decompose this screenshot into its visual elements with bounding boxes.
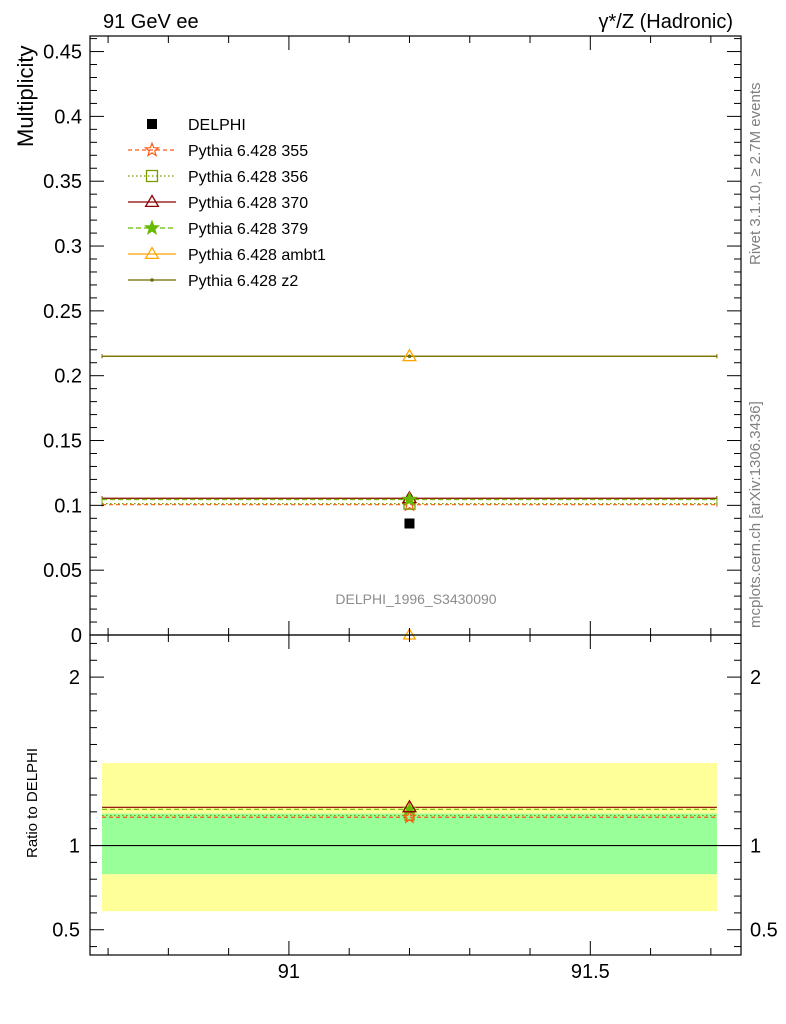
x-ticks: 91 91.5 [107, 635, 712, 983]
legend-label-5: Pythia 6.428 ambt1 [188, 247, 326, 264]
main-y-tick-label: 0.45 [43, 42, 82, 64]
legend-marker-1 [143, 141, 161, 157]
ratio-y-tick-label-left: 0.5 [52, 920, 80, 942]
main-y-tick-label: 0.3 [54, 236, 82, 258]
legend: DELPHI Pythia 6.428 355 Pythia 6.428 356 Py… [128, 117, 326, 290]
main-y-tick-label: 0.35 [43, 171, 82, 193]
legend-label-0: DELPHI [188, 117, 246, 134]
main-y-tick-label: 0.05 [43, 560, 82, 582]
data-point-6 [407, 354, 412, 359]
ratio-y-tick-label-right: 0.5 [750, 920, 778, 942]
header-left-title: 91 GeV ee [103, 11, 199, 33]
legend-label-6: Pythia 6.428 z2 [188, 273, 298, 290]
ratio-y-ticks: 0.5 0.5 1 1 2 2 [52, 642, 778, 948]
legend-marker-6 [150, 278, 154, 282]
ratio-y-tick-label-left: 2 [69, 667, 80, 689]
data-point-4 [401, 490, 418, 507]
ratio-y-axis-label: Ratio to DELPHI [24, 748, 41, 858]
mcplots-label: mcplots.cern.ch [arXiv:1306.3436] [747, 401, 764, 628]
main-markers [401, 348, 418, 640]
main-y-tick-label: 0.4 [54, 106, 82, 128]
legend-marker-4 [143, 219, 161, 235]
ratio-y-tick-label-left: 1 [69, 836, 80, 858]
ratio-y-tick-label-right: 1 [750, 836, 761, 858]
legend-label-4: Pythia 6.428 379 [188, 221, 308, 238]
legend-label-1: Pythia 6.428 355 [188, 143, 308, 160]
ratio-marker-370 [401, 799, 417, 813]
x-tick-label: 91 [278, 961, 300, 983]
main-y-axis-label: Multiplicity [13, 46, 38, 147]
header-right-title: γ*/Z (Hadronic) [599, 11, 733, 33]
data-point-5 [401, 348, 417, 362]
x-tick-label: 91.5 [571, 961, 610, 983]
legend-marker-2 [145, 169, 159, 183]
main-y-ticks: 0 0.05 0.1 0.15 0.2 0.25 0.3 0.35 0.4 0.45 [43, 36, 741, 647]
ratio-y-tick-label-right: 2 [750, 667, 761, 689]
ratio-band-1 [102, 813, 717, 875]
main-y-tick-label: 0.25 [43, 301, 82, 323]
analysis-annotation: DELPHI_1996_S3430090 [335, 591, 496, 607]
legend-marker-3 [144, 194, 160, 208]
main-y-tick-label: 0.1 [54, 495, 82, 517]
data-point-0 [404, 518, 415, 529]
ratio-bands [102, 763, 717, 912]
legend-label-2: Pythia 6.428 356 [188, 169, 308, 186]
legend-marker-0 [147, 119, 157, 129]
main-y-tick-label: 0.2 [54, 366, 82, 388]
ratio-marker-355 [401, 809, 418, 824]
main-y-tick-label: 0.15 [43, 431, 82, 453]
legend-marker-5 [144, 246, 160, 260]
rivet-label: Rivet 3.1.10, ≥ 2.7M events [747, 83, 764, 266]
ratio-lines [90, 799, 741, 847]
legend-label-3: Pythia 6.428 370 [188, 195, 308, 212]
main-y-tick-label: 0 [71, 625, 82, 647]
